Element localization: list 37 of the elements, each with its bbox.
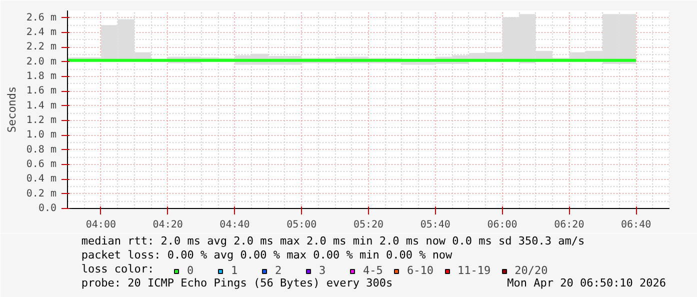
- y-axis-title: Seconds: [5, 86, 18, 133]
- x-tick-label: 06:40: [621, 220, 652, 230]
- x-tick-label: 05:00: [286, 220, 317, 230]
- text: median rtt: 2.0 ms avg 2.0 ms max 2.0 ms min 2.0 ms now 0.0 ms sd 350.3 am/s: [81, 234, 585, 248]
- y-tick-label: 2.2 m: [26, 42, 57, 53]
- text: Mon Apr 20 06:50:10 2026: [507, 276, 666, 290]
- x-tick-label: 06:00: [487, 220, 518, 230]
- x-tick-label: 05:20: [353, 220, 384, 230]
- y-tick-label: 0.4 m: [26, 174, 57, 185]
- y-tick-label: 2.4 m: [26, 27, 57, 38]
- y-tick-label: 1.2 m: [26, 115, 57, 126]
- legend-label: 1: [231, 264, 239, 277]
- y-tick-label: 1.4 m: [26, 100, 57, 112]
- legend-label: 20/20: [514, 264, 548, 277]
- text: probe: 20 ICMP Echo Pings (56 Bytes) every 300s: [81, 276, 393, 290]
- y-tick-label: 0.8 m: [26, 144, 57, 156]
- x-tick-label: 04:40: [220, 220, 250, 230]
- legend-title: loss color:: [81, 262, 154, 276]
- y-tick-label: 1.8 m: [26, 71, 57, 82]
- y-tick-label: 0.0: [38, 203, 56, 214]
- y-tick-label: 0.2 m: [26, 188, 57, 200]
- legend-label: 3: [319, 264, 327, 277]
- y-tick-label: 2.0 m: [26, 56, 57, 68]
- legend-label: 11-19: [458, 264, 491, 277]
- y-tick-label: 0.6 m: [26, 159, 57, 170]
- y-tick-label: 2.6 m: [26, 12, 57, 24]
- text: packet loss: 0.00 % avg 0.00 % max 0.00 % min 0.00 % now: [81, 248, 453, 262]
- y-tick-label: 1.0 m: [26, 130, 57, 141]
- legend-label: 6-10: [407, 264, 434, 277]
- y-tick-label: 1.6 m: [26, 86, 57, 97]
- legend-label: 0: [187, 264, 195, 277]
- x-tick-label: 05:40: [420, 220, 450, 230]
- legend-label: 2: [275, 264, 283, 277]
- x-tick-label: 06:20: [554, 220, 584, 230]
- x-tick-label: 04:20: [152, 220, 183, 230]
- legend-label: 4-5: [363, 264, 383, 277]
- x-tick-label: 04:00: [86, 220, 116, 230]
